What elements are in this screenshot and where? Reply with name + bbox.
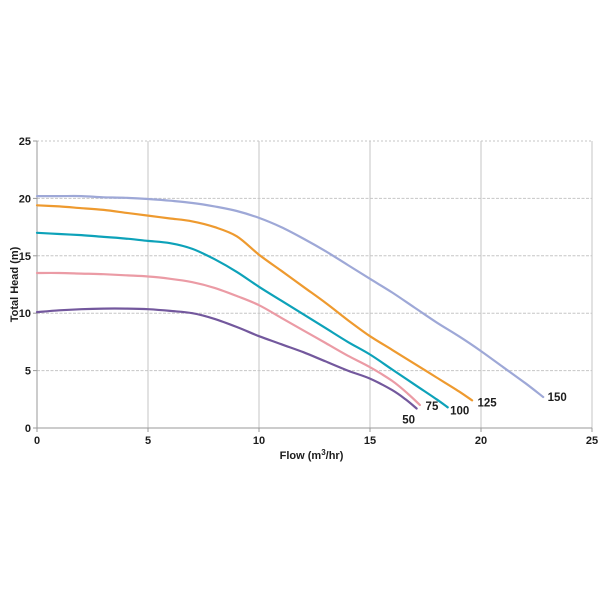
curve-150 [35, 194, 545, 399]
x-tick-label-0: 0 [34, 435, 40, 447]
x-tick-label-5: 5 [145, 435, 151, 447]
curve-label-150: 150 [548, 392, 567, 404]
y-tick-label-25: 25 [19, 136, 31, 148]
curve-label-50: 50 [402, 414, 415, 426]
curve-75 [35, 271, 421, 407]
y-tick-label-5: 5 [25, 366, 31, 378]
curve-label-75: 75 [426, 401, 439, 413]
y-tick-label-20: 20 [19, 193, 31, 205]
y-tick-label-10: 10 [19, 308, 31, 320]
x-tick-label-20: 20 [475, 435, 487, 447]
y-tick-label-15: 15 [19, 251, 31, 263]
x-axis-title: Flow (m3/hr) [280, 448, 344, 462]
curve-label-125: 125 [478, 397, 498, 409]
x-tick-label-15: 15 [364, 435, 376, 447]
curve-100 [35, 231, 449, 409]
curve-label-100: 100 [450, 405, 469, 417]
x-tick-label-10: 10 [253, 435, 265, 447]
y-tick-label-0: 0 [25, 423, 31, 435]
x-tick-label-25: 25 [586, 435, 598, 447]
y-axis-title: Total Head (m) [9, 246, 21, 322]
curve-125 [35, 204, 474, 402]
curve-50 [35, 307, 418, 410]
